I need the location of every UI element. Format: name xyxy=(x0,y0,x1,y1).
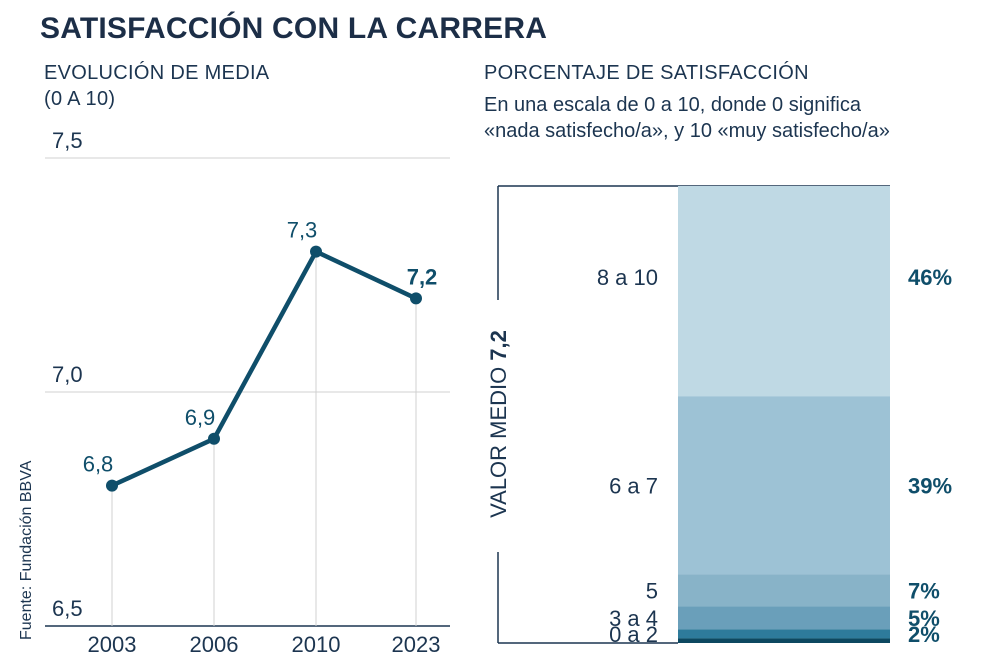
value-label: 39% xyxy=(908,473,952,498)
stack-segment xyxy=(678,396,890,575)
value-label: 46% xyxy=(908,265,952,290)
series-line xyxy=(109,249,419,488)
average-label-text: VALOR MEDIO xyxy=(486,367,511,518)
data-point xyxy=(410,292,422,305)
value-label: 5% xyxy=(908,606,940,631)
y-tick-label: 6,5 xyxy=(52,596,83,621)
value-label: 7% xyxy=(908,578,940,603)
category-label: 3 a 4 xyxy=(609,606,658,631)
stack-segment xyxy=(678,629,890,639)
average-value: 7,2 xyxy=(486,330,511,361)
right-chart-description-line2: «nada satisfecho/a», y 10 «muy satisfech… xyxy=(484,120,890,142)
x-tick-label: 2006 xyxy=(190,632,239,657)
stack-segment xyxy=(678,606,890,630)
x-tick-label: 2023 xyxy=(392,632,441,657)
right-chart-subtitle: PORCENTAJE DE SATISFACCIÓN xyxy=(484,62,809,84)
value-label: 2% xyxy=(908,622,940,647)
data-label: 6,9 xyxy=(185,405,216,430)
data-label: 7,2 xyxy=(407,264,438,289)
category-label: 6 a 7 xyxy=(609,473,658,498)
left-chart-scale-note: (0 A 10) xyxy=(44,88,116,110)
x-tick-label: 2003 xyxy=(88,632,137,657)
data-point xyxy=(106,479,118,492)
data-label: 6,8 xyxy=(83,452,114,477)
data-point xyxy=(310,245,322,258)
page-title: SATISFACCIÓN CON LA CARRERA xyxy=(40,12,548,45)
stack-segment xyxy=(678,186,890,397)
data-label: 7,3 xyxy=(287,218,318,243)
x-tick-label: 2010 xyxy=(292,632,341,657)
right-chart-description-line1: En una escala de 0 a 10, donde 0 signifi… xyxy=(484,94,861,116)
y-tick-label: 7,5 xyxy=(52,128,83,153)
stack-segment xyxy=(678,574,890,607)
data-point xyxy=(208,432,220,445)
category-label: 5 xyxy=(646,578,658,603)
stack-segment xyxy=(678,638,890,643)
average-value-label: VALOR MEDIO 7,2 xyxy=(486,330,511,518)
stacked-bar-chart: 8 a 10 46%6 a 7 39%5 7%3 a 4 5%0 a 2 2%VALOR … xyxy=(486,185,952,647)
category-label: 8 a 10 xyxy=(597,265,658,290)
y-tick-label: 7,0 xyxy=(52,362,83,387)
left-chart-subtitle: EVOLUCIÓN DE MEDIA xyxy=(44,62,270,84)
